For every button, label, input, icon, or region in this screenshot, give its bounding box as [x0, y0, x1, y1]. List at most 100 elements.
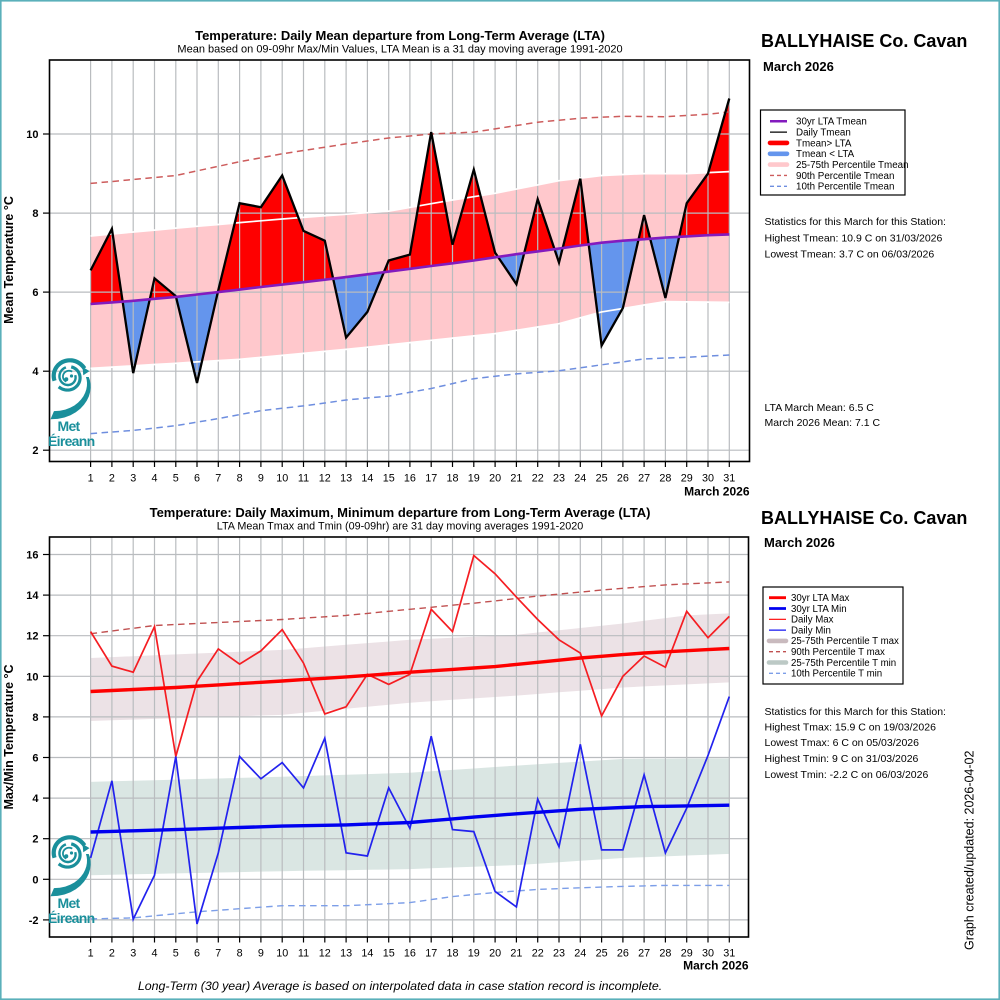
svg-text:15: 15 [383, 948, 395, 960]
svg-text:-2: -2 [29, 915, 39, 927]
svg-text:7: 7 [215, 473, 221, 485]
svg-text:March 2026 Mean: 7.1 C: March 2026 Mean: 7.1 C [765, 417, 881, 429]
svg-text:6: 6 [32, 287, 38, 299]
svg-text:LTA Mean Tmax and Tmin (09-09h: LTA Mean Tmax and Tmin (09-09hr) are 31 … [217, 521, 584, 533]
svg-text:26: 26 [617, 473, 629, 485]
svg-text:31: 31 [723, 948, 735, 960]
svg-text:2: 2 [109, 948, 115, 960]
svg-text:Highest Tmean: 10.9 C on 31/03: Highest Tmean: 10.9 C on 31/03/2026 [765, 233, 943, 245]
svg-text:4: 4 [151, 473, 157, 485]
svg-text:Lowest Tmean: 3.7 C on 06/03/2: Lowest Tmean: 3.7 C on 06/03/2026 [765, 249, 935, 261]
svg-text:18: 18 [446, 473, 458, 485]
svg-text:17: 17 [425, 473, 437, 485]
svg-text:Tmean> LTA: Tmean> LTA [796, 138, 852, 149]
svg-text:12: 12 [26, 631, 38, 643]
svg-text:9: 9 [258, 948, 264, 960]
svg-text:Éireann: Éireann [48, 433, 95, 449]
svg-text:27: 27 [638, 473, 650, 485]
svg-text:14: 14 [361, 473, 373, 485]
svg-text:11: 11 [298, 473, 309, 485]
svg-text:4: 4 [32, 793, 39, 805]
svg-text:22: 22 [532, 473, 544, 485]
svg-text:4: 4 [151, 948, 157, 960]
svg-text:Éireann: Éireann [48, 910, 95, 926]
svg-text:Daily Min: Daily Min [791, 625, 831, 636]
svg-text:24: 24 [574, 473, 586, 485]
svg-text:30yr LTA Tmean: 30yr LTA Tmean [796, 117, 867, 128]
svg-text:90th Percentile Tmean: 90th Percentile Tmean [796, 171, 894, 182]
svg-text:Tmean < LTA: Tmean < LTA [796, 149, 855, 160]
svg-text:90th Percentile T max: 90th Percentile T max [791, 647, 885, 658]
svg-text:23: 23 [553, 473, 565, 485]
svg-text:BALLYHAISE Co. Cavan: BALLYHAISE Co. Cavan [761, 31, 967, 51]
svg-text:March 2026: March 2026 [684, 485, 750, 499]
svg-text:30yr LTA Min: 30yr LTA Min [791, 604, 847, 615]
svg-text:March 2026: March 2026 [683, 959, 749, 973]
svg-text:24: 24 [574, 948, 586, 960]
svg-text:8: 8 [32, 208, 38, 220]
svg-text:10th Percentile Tmean: 10th Percentile Tmean [796, 182, 894, 193]
svg-text:Mean based on 09-09hr Max/Min: Mean based on 09-09hr Max/Min Values, LT… [177, 44, 622, 56]
svg-text:Statistics for this March for: Statistics for this March for this Stati… [765, 706, 946, 718]
svg-text:25-75th Percentile Tmean: 25-75th Percentile Tmean [796, 160, 909, 171]
svg-text:10: 10 [276, 473, 288, 485]
svg-text:25: 25 [596, 948, 608, 960]
svg-text:10th Percentile T min: 10th Percentile T min [791, 669, 882, 680]
svg-text:21: 21 [510, 948, 522, 960]
svg-text:23: 23 [553, 948, 565, 960]
svg-text:30: 30 [702, 473, 714, 485]
svg-text:Highest Tmin: 9 C on 31/03/202: Highest Tmin: 9 C on 31/03/2026 [765, 753, 919, 765]
svg-text:26: 26 [617, 948, 629, 960]
svg-text:8: 8 [32, 712, 38, 724]
svg-text:5: 5 [173, 473, 179, 485]
svg-text:8: 8 [237, 473, 243, 485]
svg-text:6: 6 [194, 473, 200, 485]
svg-text:16: 16 [26, 550, 38, 562]
svg-text:19: 19 [468, 473, 480, 485]
svg-text:17: 17 [425, 948, 437, 960]
svg-text:Met: Met [58, 895, 81, 911]
svg-text:Temperature: Daily Mean depart: Temperature: Daily Mean departure from L… [195, 28, 605, 43]
svg-text:2: 2 [32, 445, 38, 457]
svg-text:3: 3 [130, 473, 136, 485]
svg-text:16: 16 [404, 473, 416, 485]
svg-text:25-75th Percentile T min: 25-75th Percentile T min [791, 658, 896, 669]
svg-text:19: 19 [468, 948, 480, 960]
svg-text:25: 25 [596, 473, 608, 485]
svg-text:12: 12 [319, 473, 331, 485]
svg-text:30: 30 [702, 948, 714, 960]
svg-text:March 2026: March 2026 [764, 535, 835, 550]
svg-text:15: 15 [383, 473, 395, 485]
svg-text:20: 20 [489, 948, 501, 960]
svg-text:Daily Tmean: Daily Tmean [796, 128, 851, 139]
svg-text:9: 9 [258, 473, 264, 485]
svg-text:27: 27 [638, 948, 650, 960]
svg-text:Long-Term (30 year) Average is: Long-Term (30 year) Average is based on … [138, 979, 662, 993]
svg-text:6: 6 [194, 948, 200, 960]
svg-text:11: 11 [298, 948, 309, 960]
svg-text:7: 7 [215, 948, 221, 960]
svg-text:March 2026: March 2026 [763, 59, 834, 74]
svg-text:29: 29 [681, 473, 693, 485]
svg-text:13: 13 [340, 473, 352, 485]
svg-text:22: 22 [532, 948, 544, 960]
svg-text:6: 6 [32, 753, 38, 765]
svg-text:Daily Max: Daily Max [791, 615, 834, 626]
svg-text:LTA March Mean: 6.5 C: LTA March Mean: 6.5 C [765, 402, 875, 414]
svg-text:1: 1 [88, 948, 94, 960]
svg-text:12: 12 [319, 948, 331, 960]
svg-text:Highest Tmax: 15.9 C on 19/03/: Highest Tmax: 15.9 C on 19/03/2026 [765, 722, 937, 734]
svg-text:1: 1 [88, 473, 94, 485]
svg-text:20: 20 [489, 473, 501, 485]
svg-text:16: 16 [404, 948, 416, 960]
svg-text:2: 2 [32, 834, 38, 846]
svg-text:18: 18 [446, 948, 458, 960]
svg-text:3: 3 [130, 948, 136, 960]
svg-text:28: 28 [659, 473, 671, 485]
svg-text:Temperature: Daily Maximum, Mi: Temperature: Daily Maximum, Minimum depa… [150, 505, 651, 520]
svg-text:30yr LTA Max: 30yr LTA Max [791, 593, 849, 604]
svg-text:4: 4 [32, 366, 39, 378]
svg-text:10: 10 [26, 129, 38, 141]
svg-text:28: 28 [659, 948, 671, 960]
svg-text:Met: Met [58, 418, 81, 434]
